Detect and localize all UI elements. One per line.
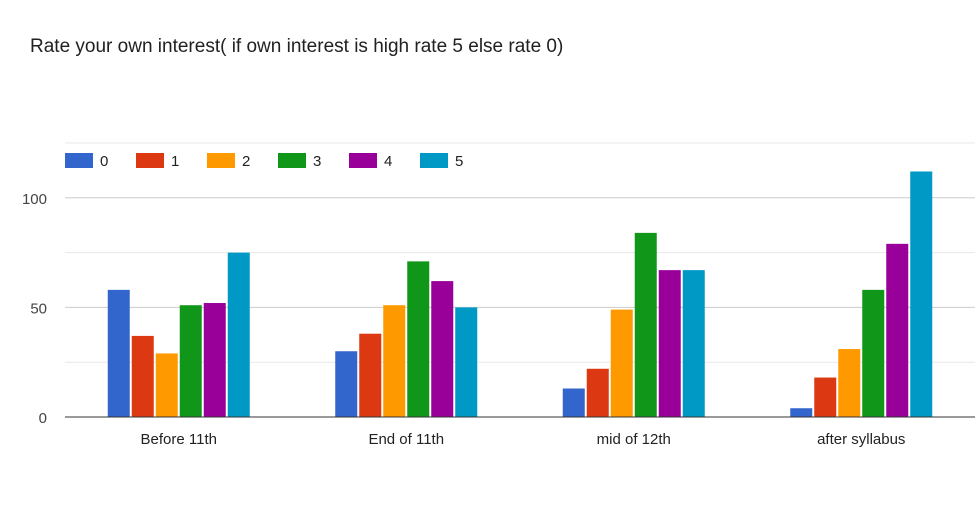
bar[interactable] (610, 309, 633, 417)
x-tick-label: after syllabus (817, 431, 905, 448)
bar[interactable] (862, 289, 885, 417)
bar[interactable] (227, 252, 250, 417)
bar[interactable] (107, 289, 130, 417)
bars (107, 171, 933, 417)
legend-item[interactable]: 2 (207, 153, 250, 170)
bar[interactable] (682, 270, 705, 417)
x-axis-ticks: Before 11th End of 11th mid of 12th after s… (141, 431, 906, 448)
bar[interactable] (407, 261, 430, 417)
bar[interactable] (790, 408, 813, 417)
y-tick-label: 100 (22, 191, 47, 208)
bar[interactable] (455, 307, 478, 417)
legend-swatch (420, 153, 448, 168)
legend-swatch (207, 153, 235, 168)
legend-item[interactable]: 0 (65, 153, 108, 170)
legend-item[interactable]: 1 (136, 153, 179, 170)
legend[interactable]: 0 1 2 3 4 5 (65, 153, 463, 170)
legend-swatch (278, 153, 306, 168)
bar[interactable] (179, 305, 202, 417)
bar[interactable] (838, 349, 861, 417)
bar[interactable] (586, 368, 609, 417)
legend-item[interactable]: 3 (278, 153, 321, 170)
bar[interactable] (910, 171, 933, 417)
bar[interactable] (203, 303, 226, 417)
legend-swatch (65, 153, 93, 168)
y-tick-label: 50 (30, 300, 47, 317)
legend-swatch (349, 153, 377, 168)
legend-label: 3 (313, 153, 321, 170)
bar[interactable] (155, 353, 178, 417)
bar[interactable] (131, 335, 154, 417)
x-tick-label: mid of 12th (597, 431, 671, 448)
bar[interactable] (431, 281, 454, 417)
legend-label: 4 (384, 153, 392, 170)
bar[interactable] (658, 270, 681, 417)
gridlines (65, 142, 975, 363)
legend-swatch (136, 153, 164, 168)
bar[interactable] (335, 351, 358, 417)
legend-item[interactable]: 5 (420, 153, 463, 170)
legend-label: 5 (455, 153, 463, 170)
bar[interactable] (383, 305, 406, 417)
legend-label: 0 (100, 153, 108, 170)
legend-label: 2 (242, 153, 250, 170)
bar[interactable] (814, 377, 837, 417)
y-tick-label: 0 (39, 410, 47, 427)
bar[interactable] (886, 243, 909, 417)
bar[interactable] (359, 333, 382, 417)
legend-item[interactable]: 4 (349, 153, 392, 170)
legend-label: 1 (171, 153, 179, 170)
chart-title: Rate your own interest( if own interest … (30, 36, 564, 57)
x-tick-label: Before 11th (141, 431, 217, 448)
y-axis-ticks: 0 50 100 (22, 191, 47, 427)
bar[interactable] (562, 388, 585, 417)
x-tick-label: End of 11th (368, 431, 444, 448)
bar[interactable] (634, 232, 657, 417)
